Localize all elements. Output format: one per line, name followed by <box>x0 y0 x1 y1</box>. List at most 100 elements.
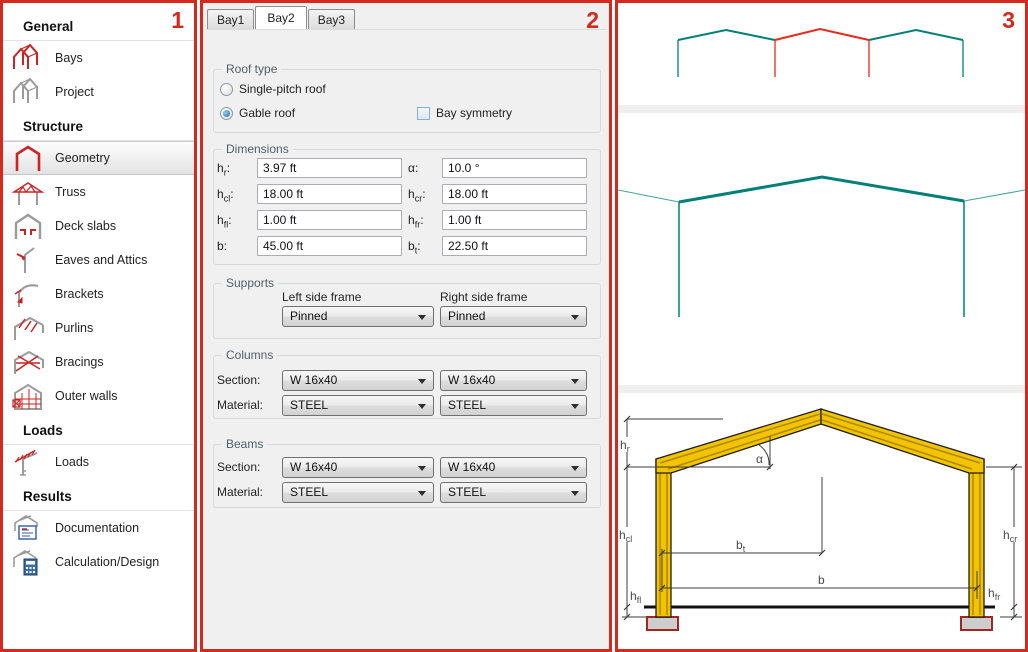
sidebar-item-calculation-design[interactable]: Calculation/Design <box>3 545 194 579</box>
sidebar-item-label: Loads <box>55 455 90 469</box>
sidebar-item-label: Bays <box>55 51 83 65</box>
b-dim-label: b <box>818 573 825 587</box>
beams-material-left-dropdown[interactable]: STEEL <box>282 482 434 503</box>
beams-section-right-dropdown[interactable]: W 16x40 <box>440 457 587 478</box>
roof-type-legend: Roof type <box>222 62 282 76</box>
sidebar-item-brackets[interactable]: Brackets <box>3 277 194 311</box>
hr-dim-label: hr <box>620 438 630 454</box>
bt-input[interactable] <box>442 236 587 256</box>
calculation-design-icon <box>13 550 38 576</box>
sidebar-item-truss[interactable]: Truss <box>3 175 194 209</box>
support-right-dropdown[interactable]: Pinned <box>440 306 587 327</box>
columns-material-right-dropdown[interactable]: STEEL <box>440 395 587 416</box>
sidebar-item-loads[interactable]: Loads <box>3 445 194 479</box>
right-side-frame-header: Right side frame <box>440 290 528 304</box>
alpha-dim-label: α <box>756 452 763 466</box>
sidebar-heading-loads: Loads <box>3 419 194 445</box>
hfr-input[interactable] <box>442 210 587 230</box>
sidebar-item-label: Bracings <box>55 355 104 369</box>
hcr-input[interactable] <box>442 184 587 204</box>
gable-roof-radio[interactable] <box>220 106 233 120</box>
sidebar-heading-results: Results <box>3 485 194 511</box>
hcl-label: hcl: <box>217 187 234 204</box>
sidebar-item-project[interactable]: Project <box>3 75 194 109</box>
geometry-icon <box>15 145 41 171</box>
tab-bay2[interactable]: Bay2 <box>255 6 307 29</box>
beams-material-right-dropdown[interactable]: STEEL <box>440 482 587 503</box>
gable-roof-option[interactable]: Gable roof <box>220 106 295 120</box>
sidebar-item-outer-walls[interactable]: Outer walls <box>3 379 194 413</box>
bay-elevation-drawing <box>618 175 1025 317</box>
preview-panel: 3 <box>615 0 1028 652</box>
project-icon <box>13 77 38 103</box>
b-input[interactable] <box>257 236 402 256</box>
sidebar-heading-general: General <box>3 15 194 41</box>
single-pitch-roof-option[interactable]: Single-pitch roof <box>220 82 326 96</box>
columns-section-left-dropdown[interactable]: W 16x40 <box>282 370 434 391</box>
right-footing <box>960 616 993 631</box>
bays-icon <box>13 43 38 69</box>
sidebar-item-label: Truss <box>55 185 86 199</box>
sidebar-item-label: Geometry <box>55 151 110 165</box>
documentation-icon <box>14 515 38 540</box>
sidebar-panel: 1 General Bays Project Structure <box>0 0 197 652</box>
left-side-frame-header: Left side frame <box>282 290 362 304</box>
bay-symmetry-checkbox[interactable] <box>417 106 430 120</box>
alpha-input[interactable] <box>442 158 587 178</box>
bracings-icon <box>14 350 44 374</box>
outer-walls-icon <box>12 383 42 410</box>
bay-symmetry-option[interactable]: Bay symmetry <box>417 106 512 120</box>
hcr-label: hcr: <box>408 187 426 204</box>
sidebar-item-bracings[interactable]: Bracings <box>3 345 194 379</box>
sidebar-item-purlins[interactable]: Purlins <box>3 311 194 345</box>
sidebar-item-label: Deck slabs <box>55 219 117 233</box>
sidebar-item-label: Calculation/Design <box>55 555 160 569</box>
frame-members <box>655 408 985 618</box>
annotation-marker-3: 3 <box>1002 7 1015 33</box>
beams-section-left-dropdown[interactable]: W 16x40 <box>282 457 434 478</box>
columns-legend: Columns <box>222 348 278 362</box>
hr-label: hr: <box>217 161 231 178</box>
label-backplates <box>618 437 1023 602</box>
sidebar-item-documentation[interactable]: Documentation <box>3 511 194 545</box>
sidebar-item-bays[interactable]: Bays <box>3 41 194 75</box>
support-left-dropdown[interactable]: Pinned <box>282 306 434 327</box>
roof-type-group: Roof type Single-pitch roof Gable roof B… <box>213 62 601 133</box>
gable-roof-label: Gable roof <box>239 106 296 120</box>
alpha-label: α: <box>408 161 419 175</box>
beams-section-label: Section: <box>217 460 261 474</box>
sidebar-item-geometry[interactable]: Geometry <box>3 141 194 175</box>
truss-icon <box>11 182 45 205</box>
frame-cross-section-drawing: hr α hcl hcr bt b hfl hfr <box>618 408 1023 631</box>
deck-slabs-icon <box>14 213 42 239</box>
hr-input[interactable] <box>257 158 402 178</box>
sidebar-item-label: Project <box>55 85 94 99</box>
columns-group: Columns Section: W 16x40 W 16x40 Materia… <box>213 348 601 419</box>
tab-bay1[interactable]: Bay1 <box>207 9 255 29</box>
single-pitch-roof-radio[interactable] <box>220 82 233 96</box>
sidebar: General Bays Project Structure <box>3 3 194 579</box>
hfl-input[interactable] <box>257 210 402 230</box>
supports-legend: Supports <box>222 276 279 290</box>
annotation-marker-1: 1 <box>171 7 184 33</box>
sidebar-item-deck-slabs[interactable]: Deck slabs <box>3 209 194 243</box>
columns-section-right-dropdown[interactable]: W 16x40 <box>440 370 587 391</box>
purlins-icon <box>14 316 44 340</box>
preview-separator-2 <box>618 385 1025 393</box>
sidebar-item-eaves-attics[interactable]: Eaves and Attics <box>3 243 194 277</box>
columns-material-left-dropdown[interactable]: STEEL <box>282 395 434 416</box>
sidebar-heading-structure: Structure <box>3 115 194 141</box>
tab-bay3[interactable]: Bay3 <box>307 9 356 29</box>
dimension-lines <box>622 418 1022 618</box>
dimensions-group: Dimensions hr: α: hcl: hcr: hfl: hfr: b:… <box>213 142 601 265</box>
hcl-input[interactable] <box>257 184 402 204</box>
hfl-dim-label: hfl <box>630 589 641 605</box>
sidebar-item-label: Brackets <box>55 287 104 301</box>
bay-symmetry-label: Bay symmetry <box>436 106 513 120</box>
bt-dim-label: bt <box>736 538 746 554</box>
beams-group: Beams Section: W 16x40 W 16x40 Material:… <box>213 437 601 508</box>
hfr-dim-label: hfr <box>988 586 1000 602</box>
hcl-dim-label: hcl <box>619 528 632 544</box>
dimensions-legend: Dimensions <box>222 142 293 156</box>
